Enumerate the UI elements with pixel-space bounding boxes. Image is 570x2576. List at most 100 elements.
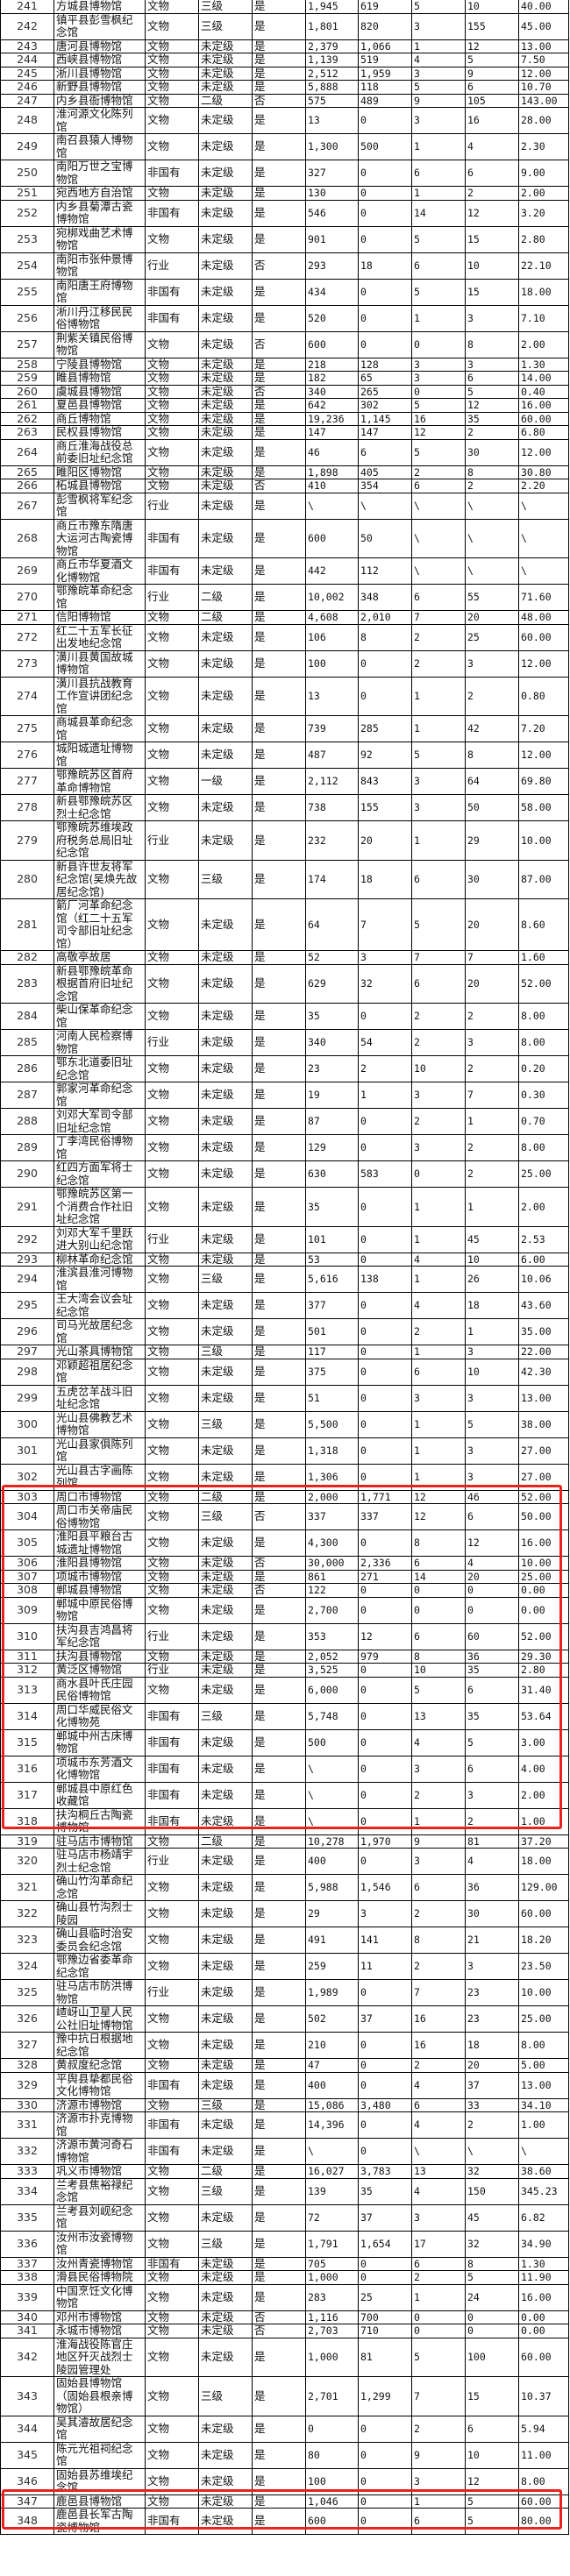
free-admission: 是 (252, 2203, 306, 2232)
free-admission: 是 (252, 2164, 306, 2179)
row-number: 287 (0, 1082, 54, 1109)
precious-count: 0 (358, 1318, 412, 1345)
category: 文物 (145, 133, 199, 160)
free-admission: 是 (252, 411, 306, 426)
collection-count: 5,888 (305, 80, 359, 95)
museum-name: 驻马店市防洪博物馆 (53, 1979, 146, 2006)
precious-count: 65 (358, 371, 412, 386)
row-number: 321 (0, 1874, 54, 1901)
category: 非国有 (145, 557, 199, 585)
collection-count: 218 (305, 357, 359, 372)
table-row: 300 光山县佛教艺术博物馆 文物 三级是 5,500 0 1 5 38.00 (0, 1410, 569, 1438)
museum-name: 鄂豫皖苏区首府革命博物馆 (53, 768, 146, 795)
staff-count: 2 (465, 425, 519, 440)
precious-count: 0 (358, 2441, 412, 2469)
museum-name: 项城市博物馆 (53, 1569, 146, 1584)
exhibition-count: 12 (411, 1489, 466, 1504)
area-value: 6.00 (518, 1252, 569, 1267)
staff-count: 0 (465, 2324, 519, 2338)
category: 文物 (145, 1345, 199, 1359)
staff-count: 24 (465, 2283, 519, 2311)
museum-name: 方城县博物馆 (53, 0, 146, 14)
free-admission: 是 (252, 1318, 306, 1345)
grade: 未定级 (198, 2324, 253, 2338)
free-admission: 是 (252, 1702, 306, 1730)
table-row: 313 商水县叶氏庄园民俗博物馆 文物 未定级是 6,000 0 5 6 31.40 (0, 1676, 569, 1704)
staff-count: 3 (465, 1463, 519, 1491)
table-row: 336 汝州市汝瓷博物馆 文物 三级是 1,791 1,654 17 32 34.90 (0, 2230, 569, 2258)
collection-count: 400 (305, 1848, 359, 1875)
staff-count: 35 (465, 1702, 519, 1730)
row-number: 335 (0, 2203, 54, 2232)
free-admission: 是 (252, 2467, 306, 2495)
precious-count: 0 (358, 1463, 412, 1491)
table-row: 347 鹿邑县博物馆 文物 未定级是 1,046 0 1 5 60.00 (0, 2494, 569, 2509)
free-admission: 是 (252, 1649, 306, 1664)
precious-count: 2 (358, 1055, 412, 1082)
row-number: 313 (0, 1676, 54, 1704)
free-admission: 是 (252, 2376, 306, 2416)
table-row: 261 夏邑县博物馆 文物 未定级是 642 302 5 12 16.00 (0, 398, 569, 413)
category: 文物 (145, 1266, 199, 1293)
category: 文物 (145, 1187, 199, 1227)
collection-count: 29 (305, 1900, 359, 1927)
row-number: 248 (0, 107, 54, 134)
staff-count: 3 (465, 1437, 519, 1465)
exhibition-count: 6 (411, 584, 466, 611)
collection-count: 705 (305, 2256, 359, 2271)
category: 文物 (145, 1596, 199, 1624)
row-number: 334 (0, 2177, 54, 2205)
staff-count: 12 (465, 39, 519, 53)
area-value: 0.70 (518, 1108, 569, 1135)
free-admission: 是 (252, 1292, 306, 1319)
free-admission: 是 (252, 107, 306, 134)
museum-name: 司马光故居纪念馆 (53, 1318, 146, 1345)
row-number: 258 (0, 357, 54, 372)
row-number: 340 (0, 2310, 54, 2324)
grade: 三级 (198, 1503, 253, 1530)
museum-name: 嵖岈山卫星人民公社旧址博物馆 (53, 2005, 146, 2033)
table-row: 246 新野县博物馆 文物 未定级是 5,888 118 5 6 10.70 (0, 80, 569, 95)
exhibition-count: 1 (411, 1437, 466, 1465)
exhibition-count: 3 (411, 794, 466, 821)
area-value: 7.50 (518, 53, 569, 67)
grade: 未定级 (198, 2494, 253, 2509)
museum-name: 汝州市汝瓷博物馆 (53, 2230, 146, 2258)
collection-count: 13 (305, 676, 359, 716)
area-value: 10.70 (518, 80, 569, 95)
collection-count: 340 (305, 1029, 359, 1056)
grade: 三级 (198, 2097, 253, 2112)
grade: 未定级 (198, 438, 253, 466)
table-row: 242 镇平县彭雪枫纪念馆 文物 三级是 1,801 820 3 155 45.00 (0, 12, 569, 40)
area-value: 29.30 (518, 1649, 569, 1664)
row-number: 309 (0, 1596, 54, 1624)
row-number: 285 (0, 1029, 54, 1056)
collection-count: 337 (305, 1503, 359, 1530)
collection-count: \ (305, 2138, 359, 2165)
row-number: 296 (0, 1318, 54, 1345)
area-value: 34.10 (518, 2097, 569, 2112)
grade: 一级 (198, 768, 253, 795)
museum-name: 豫中抗日根据地纪念馆 (53, 2032, 146, 2059)
exhibition-count: 1 (411, 1463, 466, 1491)
staff-count: 3 (465, 1781, 519, 1809)
table-row: 307 项城市博物馆 文物 未定级是 861 271 14 20 25.00 (0, 1569, 569, 1584)
museum-name: 驻马店市杨靖宇烈士纪念馆 (53, 1848, 146, 1875)
collection-count: \ (305, 1755, 359, 1783)
collection-count: 410 (305, 479, 359, 493)
free-admission: 是 (252, 1663, 306, 1678)
staff-count: 6 (465, 1755, 519, 1783)
museum-name: 鹿邑县博物馆 (53, 2494, 146, 2509)
collection-count: 377 (305, 1292, 359, 1319)
collection-count: 4,608 (305, 610, 359, 625)
area-value: 0.00 (518, 1583, 569, 1598)
table-row: 283 新县鄂豫皖革命根据首府旧址纪念馆 文物 未定级是 629 32 6 20 52.00 (0, 963, 569, 1004)
museum-name: 西峡县博物馆 (53, 53, 146, 67)
free-admission: 是 (252, 610, 306, 625)
table-row: 319 驻马店市博物馆 文物 二级是 10,278 1,970 9 81 37.20 (0, 1834, 569, 1849)
staff-count: 29 (465, 820, 519, 861)
staff-count: 5 (465, 2508, 519, 2535)
category: 文物 (145, 2467, 199, 2495)
collection-count: 2,052 (305, 1649, 359, 1664)
table-row: 345 陈元光祖祠纪念馆 文物 未定级是 80 0 9 10 11.00 (0, 2441, 569, 2469)
